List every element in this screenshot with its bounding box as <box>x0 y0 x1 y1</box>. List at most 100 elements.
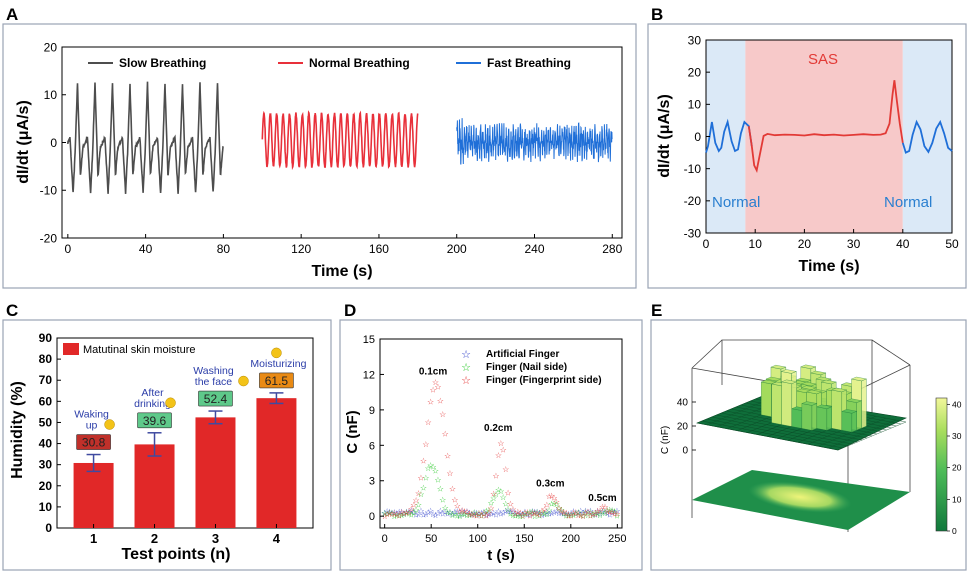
data-point: ☆ <box>425 418 432 427</box>
data-point: ☆ <box>451 495 458 504</box>
data-point: ☆ <box>384 510 391 519</box>
data-point: ☆ <box>594 509 601 518</box>
data-point: ☆ <box>584 508 591 517</box>
data-point: ☆ <box>439 496 446 505</box>
data-point: ☆ <box>427 461 434 470</box>
data-point: ☆ <box>592 510 599 519</box>
data-point: ☆ <box>400 509 407 518</box>
panel-letter-b: B <box>651 5 663 24</box>
data-point: ☆ <box>543 508 550 517</box>
data-point: ☆ <box>403 507 410 516</box>
data-point: ☆ <box>609 506 616 515</box>
data-point: ☆ <box>485 510 492 519</box>
y-tick-label: 15 <box>363 334 375 346</box>
data-point: ☆ <box>437 396 444 405</box>
bar <box>73 462 114 528</box>
data-point: ☆ <box>524 511 531 520</box>
data-point: ☆ <box>381 512 388 521</box>
series-artificial-finger: ☆☆☆☆☆☆☆☆☆☆☆☆☆☆☆☆☆☆☆☆☆☆☆☆☆☆☆☆☆☆☆☆☆☆☆☆☆☆☆☆… <box>381 506 620 520</box>
data-point: ☆ <box>555 504 562 513</box>
data-point: ☆ <box>517 509 524 518</box>
data-point: ☆ <box>386 509 393 518</box>
x-axis-label: Test points (n) <box>121 546 230 563</box>
data-point: ☆ <box>611 510 618 519</box>
data-point: ☆ <box>551 494 558 503</box>
distance-label: 0.1cm <box>419 366 447 377</box>
y-tick-label: 10 <box>44 88 58 102</box>
region-label-normal-left: Normal <box>712 194 760 211</box>
condition-label: up <box>86 420 98 432</box>
colorbar-tick-label: 40 <box>952 399 962 409</box>
data-point: ☆ <box>567 511 574 520</box>
data-point: ☆ <box>609 507 616 516</box>
data-point: ☆ <box>439 510 446 519</box>
z-tick-label: 40 <box>677 398 689 409</box>
data-point: ☆ <box>398 511 405 520</box>
data-point: ☆ <box>599 508 606 517</box>
legend-label-slow: Slow Breathing <box>119 56 206 70</box>
bar-top <box>765 376 782 382</box>
legend-label-artificial: Artificial Finger <box>486 349 559 360</box>
data-point: ☆ <box>432 378 439 387</box>
bar-top <box>800 385 817 390</box>
data-point: ☆ <box>606 511 613 520</box>
data-point: ☆ <box>538 509 545 518</box>
data-point: ☆ <box>427 398 434 407</box>
bar <box>195 417 236 528</box>
data-point: ☆ <box>534 508 541 517</box>
data-point: ☆ <box>473 512 480 521</box>
y-tick-label: 0 <box>45 521 52 535</box>
data-point: ☆ <box>558 508 565 517</box>
panel-letter-c: C <box>6 301 18 320</box>
data-point: ☆ <box>492 510 499 519</box>
data-point: ☆ <box>514 509 521 518</box>
x-tick-label: 240 <box>524 242 544 256</box>
data-point: ☆ <box>478 511 485 520</box>
data-point: ☆ <box>471 508 478 517</box>
data-point: ☆ <box>599 507 606 516</box>
data-point: ☆ <box>611 507 618 516</box>
data-point: ☆ <box>478 509 485 518</box>
y-tick-label: 0 <box>369 511 375 523</box>
panel-e-border <box>650 319 967 571</box>
panel-d-plot-frame <box>379 338 623 529</box>
bar-top <box>800 381 817 387</box>
bar-face-front <box>761 381 772 417</box>
data-point: ☆ <box>471 511 478 520</box>
data-point: ☆ <box>563 511 570 520</box>
data-point: ☆ <box>442 508 449 517</box>
data-point: ☆ <box>587 507 594 516</box>
panel-e-chart: 0 20 40 C (nF) 0 10 20 30 40 <box>660 339 962 536</box>
colorbar-tick-label: 20 <box>952 463 962 473</box>
panel-letter-d: D <box>344 301 356 320</box>
condition-label: Moisturizing <box>250 358 306 370</box>
y-tick-label: 20 <box>39 479 53 493</box>
data-point: ☆ <box>410 509 417 518</box>
data-point: ☆ <box>473 509 480 518</box>
data-point: ☆ <box>546 510 553 519</box>
data-point: ☆ <box>466 510 473 519</box>
data-point: ☆ <box>570 508 577 517</box>
data-point: ☆ <box>495 507 502 516</box>
legend-label-moisture: Matutinal skin moisture <box>83 344 196 356</box>
panel-a-border <box>2 23 637 289</box>
data-point: ☆ <box>589 510 596 519</box>
data-point: ☆ <box>534 508 541 517</box>
bar-face-front <box>801 403 813 431</box>
data-point: ☆ <box>596 510 603 519</box>
bar-top <box>831 387 848 393</box>
data-point: ☆ <box>422 440 429 449</box>
data-point: ☆ <box>570 511 577 520</box>
data-point: ☆ <box>381 509 388 518</box>
emoji-face-icon <box>104 419 115 430</box>
data-point: ☆ <box>456 512 463 521</box>
bar-top <box>760 379 777 385</box>
data-point: ☆ <box>563 509 570 518</box>
data-point: ☆ <box>456 507 463 516</box>
x-tick-label: 280 <box>602 242 622 256</box>
y-tick-label: 30 <box>39 458 53 472</box>
data-point: ☆ <box>548 509 555 518</box>
data-point: ☆ <box>415 500 422 509</box>
condition-label: Washing <box>193 365 234 377</box>
data-point: ☆ <box>451 507 458 516</box>
